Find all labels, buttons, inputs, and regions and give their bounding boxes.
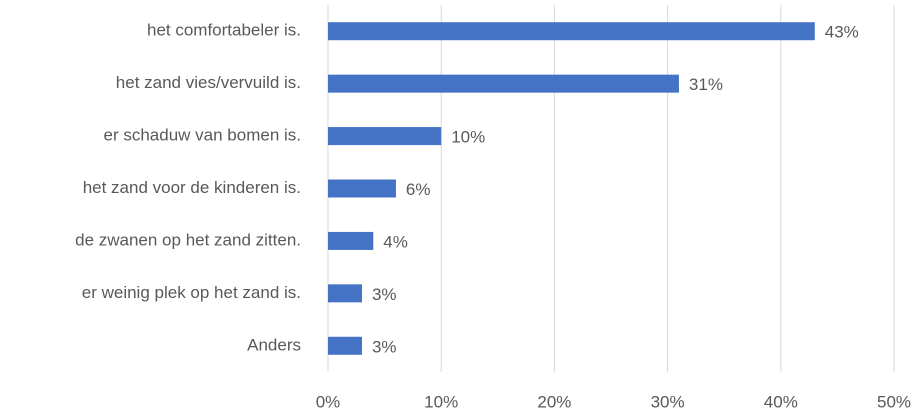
x-tick-label: 30%: [651, 392, 685, 411]
x-tick-label: 10%: [424, 392, 458, 411]
y-tick-label: de zwanen op het zand zitten.: [75, 230, 301, 249]
data-label: 10%: [451, 128, 485, 147]
y-tick-label: het comfortabeler is.: [147, 21, 301, 40]
y-tick-label: er schaduw van bomen is.: [104, 126, 302, 145]
y-tick-label: het zand voor de kinderen is.: [83, 178, 301, 197]
x-tick-label: 40%: [764, 392, 798, 411]
x-tick-label: 20%: [537, 392, 571, 411]
bar: [328, 179, 396, 198]
x-tick-label: 0%: [316, 392, 341, 411]
data-label: 6%: [406, 180, 431, 199]
bar: [328, 231, 374, 250]
bar: [328, 22, 815, 41]
data-label: 3%: [372, 285, 397, 304]
x-tick-label: 50%: [877, 392, 911, 411]
bar: [328, 336, 362, 355]
data-label: 43%: [825, 23, 859, 42]
bar: [328, 284, 362, 303]
data-label: 4%: [383, 232, 408, 251]
y-tick-label: het zand vies/vervuild is.: [116, 73, 301, 92]
y-tick-label: er weinig plek op het zand is.: [82, 283, 301, 302]
data-label: 31%: [689, 75, 723, 94]
bar: [328, 127, 442, 146]
data-label: 3%: [372, 337, 397, 356]
bar: [328, 74, 679, 93]
y-tick-label: Anders: [247, 335, 301, 354]
